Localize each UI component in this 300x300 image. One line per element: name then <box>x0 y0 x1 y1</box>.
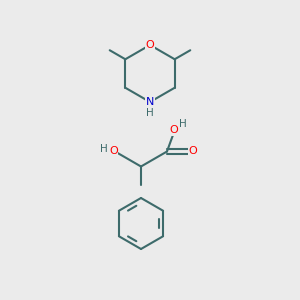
Text: O: O <box>146 40 154 50</box>
Text: H: H <box>100 143 107 154</box>
Text: H: H <box>146 108 154 118</box>
Text: H: H <box>179 119 187 129</box>
Text: O: O <box>170 125 178 135</box>
Text: O: O <box>109 146 118 157</box>
Text: O: O <box>189 146 197 157</box>
Text: N: N <box>146 97 154 107</box>
